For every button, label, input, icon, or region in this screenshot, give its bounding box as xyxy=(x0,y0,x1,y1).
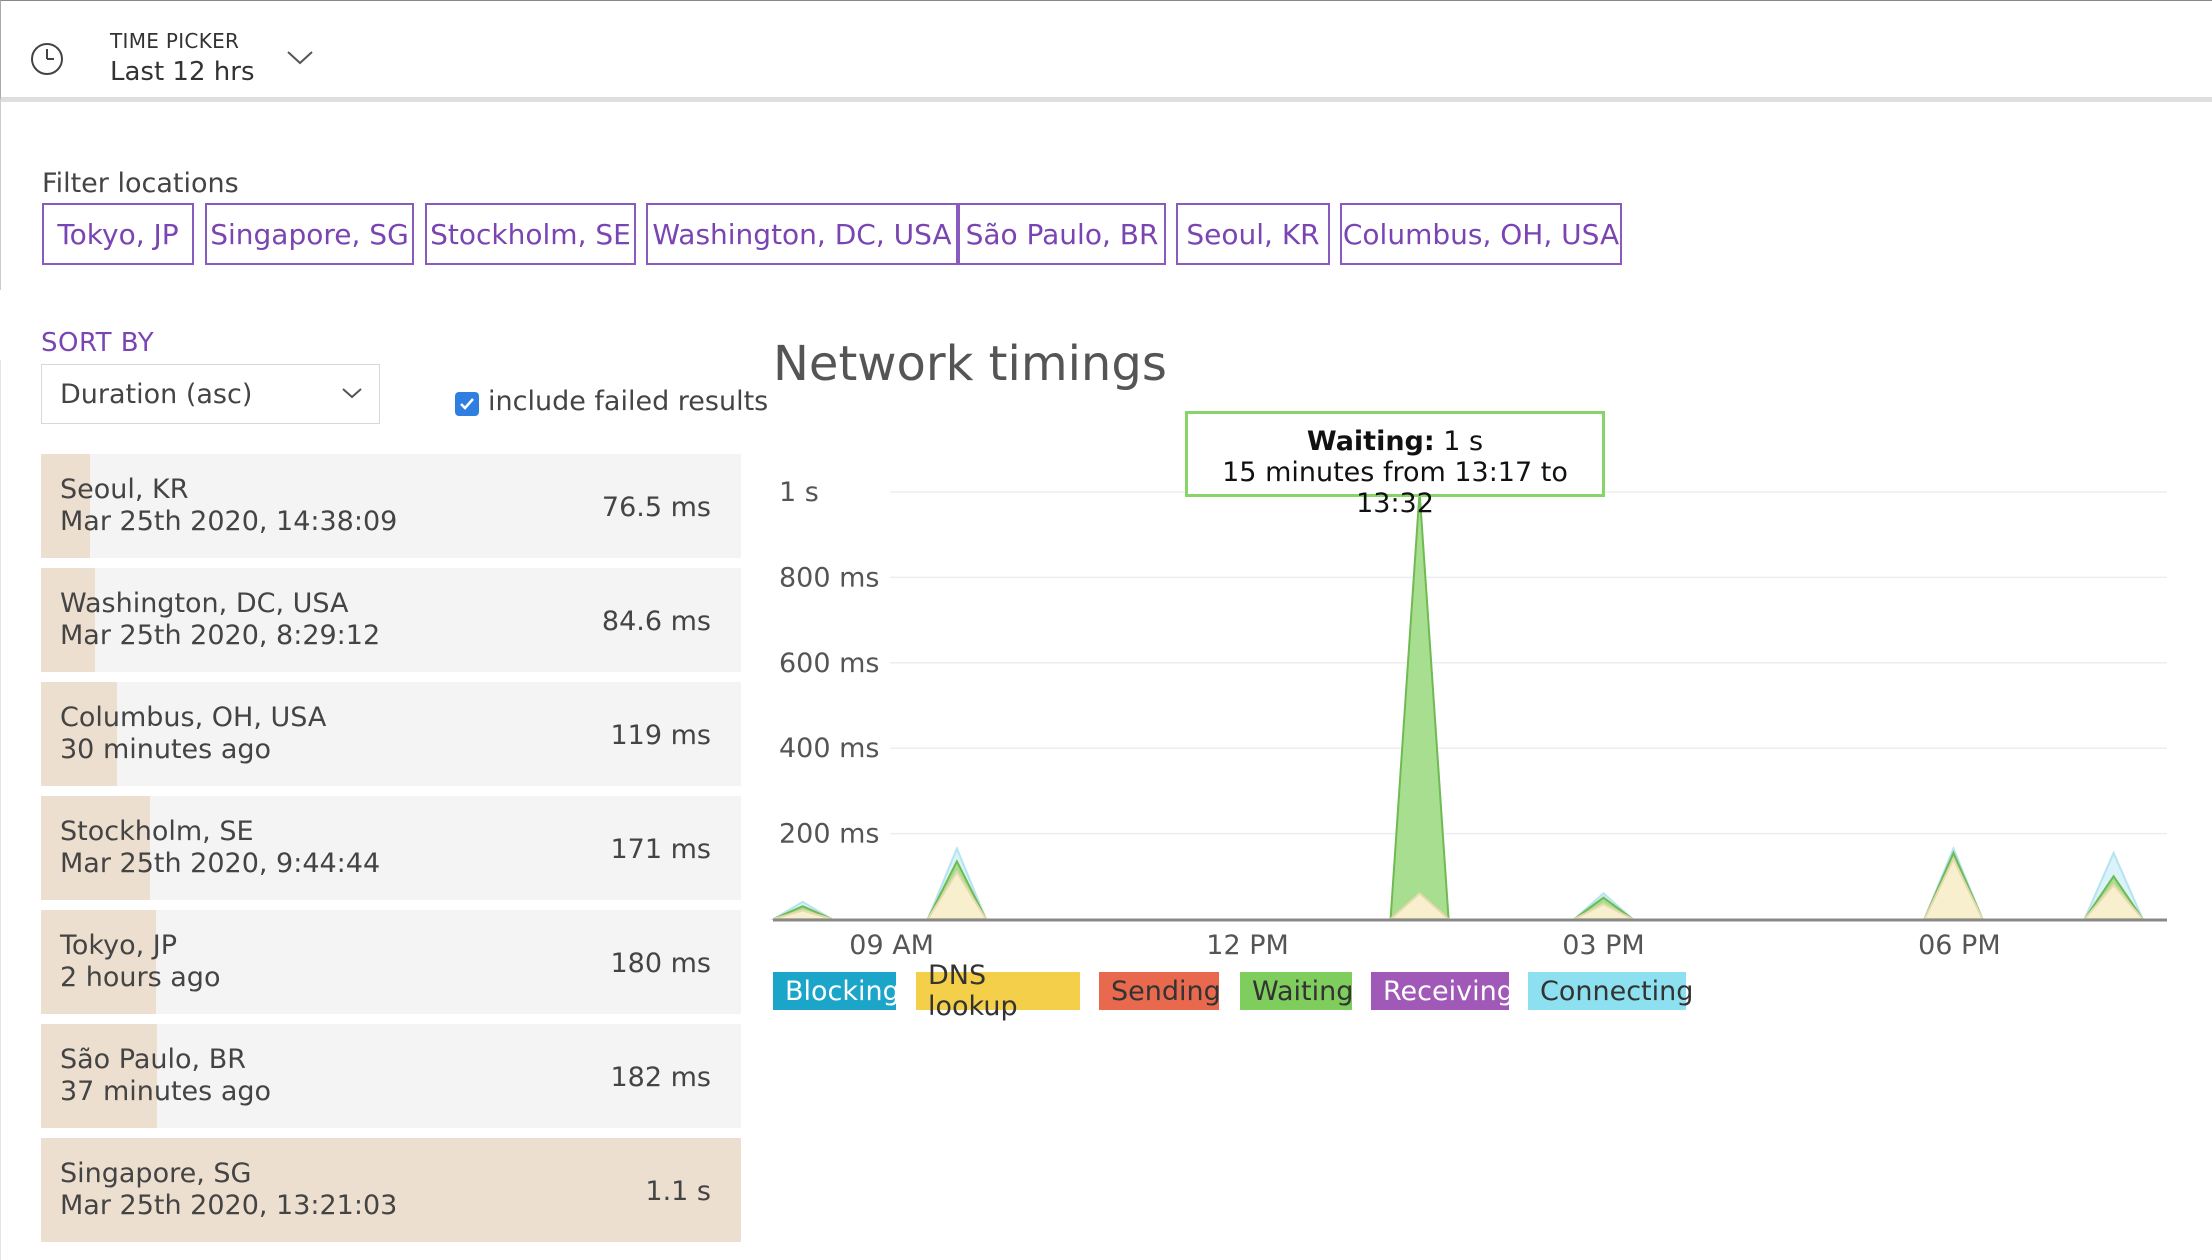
result-row[interactable]: São Paulo, BR 37 minutes ago 182 ms xyxy=(41,1024,741,1128)
result-time: Mar 25th 2020, 9:44:44 xyxy=(60,848,381,879)
sort-select-value: Duration (asc) xyxy=(60,378,253,410)
result-time: 2 hours ago xyxy=(60,962,221,993)
result-location: Washington, DC, USA xyxy=(60,588,349,619)
result-row[interactable]: Tokyo, JP 2 hours ago 180 ms xyxy=(41,910,741,1014)
chart-tooltip: Waiting: 1 s 15 minutes from 13:17 to 13… xyxy=(1185,411,1605,519)
location-chip-seoul[interactable]: Seoul, KR xyxy=(1176,203,1330,265)
result-time: Mar 25th 2020, 14:38:09 xyxy=(60,506,398,537)
network-timings-chart: 200 ms 400 ms 600 ms 800 ms 1 s 09 AM 12 PM 03 … xyxy=(769,477,2167,961)
legend-sending[interactable]: Sending xyxy=(1099,972,1221,1010)
time-picker-value[interactable]: Last 12 hrs xyxy=(110,57,255,87)
filter-locations: Filter locations Tokyo, JP Singapore, SG… xyxy=(0,102,2212,290)
filter-title: Filter locations xyxy=(42,168,239,199)
series-waiting-peak[interactable] xyxy=(1389,491,1450,920)
location-chip-stockholm[interactable]: Stockholm, SE xyxy=(425,203,636,265)
duration-bar xyxy=(41,1024,157,1128)
location-chip-washington[interactable]: Washington, DC, USA xyxy=(646,203,958,265)
include-failed-label[interactable]: include failed results xyxy=(488,386,769,417)
result-time: Mar 25th 2020, 8:29:12 xyxy=(60,620,381,651)
duration-bar xyxy=(41,796,150,900)
x-tick-label: 12 PM xyxy=(1206,930,1289,961)
result-location: São Paulo, BR xyxy=(60,1044,246,1075)
sort-select[interactable]: Duration (asc) xyxy=(41,364,380,424)
duration-bar xyxy=(41,682,117,786)
result-row[interactable]: Seoul, KR Mar 25th 2020, 14:38:09 76.5 ms xyxy=(41,454,741,558)
duration-bar xyxy=(41,1138,741,1242)
y-tick-label: 1 s xyxy=(779,477,819,508)
result-duration: 84.6 ms xyxy=(601,606,711,637)
series-dns-lookup-peak[interactable] xyxy=(1922,856,1985,920)
result-row[interactable]: Stockholm, SE Mar 25th 2020, 9:44:44 171 m… xyxy=(41,796,741,900)
result-duration: 1.1 s xyxy=(645,1176,711,1207)
legend-blocking[interactable]: Blocking xyxy=(773,972,900,1010)
x-tick-label: 06 PM xyxy=(1918,930,2001,961)
clock-icon xyxy=(31,43,63,75)
location-chip-tokyo[interactable]: Tokyo, JP xyxy=(42,203,194,265)
tooltip-series: Waiting: xyxy=(1306,426,1435,457)
tooltip-value: 1 s xyxy=(1443,426,1484,457)
duration-bar xyxy=(41,568,95,672)
checkmark-icon xyxy=(460,398,474,410)
chevron-down-icon xyxy=(342,388,362,399)
sort-by-label: SORT BY xyxy=(41,328,155,358)
location-chip-singapore[interactable]: Singapore, SG xyxy=(205,203,414,265)
legend-waiting[interactable]: Waiting xyxy=(1240,972,1353,1010)
result-row[interactable]: Washington, DC, USA Mar 25th 2020, 8:29:1… xyxy=(41,568,741,672)
result-duration: 180 ms xyxy=(610,948,712,979)
tooltip-range: 15 minutes from 13:17 to 13:32 xyxy=(1222,457,1568,519)
result-location: Tokyo, JP xyxy=(60,930,178,961)
y-tick-label: 600 ms xyxy=(779,648,880,679)
y-tick-label: 400 ms xyxy=(779,733,880,764)
time-picker-label: TIME PICKER xyxy=(110,29,240,53)
result-row[interactable]: Singapore, SG Mar 25th 2020, 13:21:03 1.1 … xyxy=(41,1138,741,1242)
result-time: 37 minutes ago xyxy=(60,1076,272,1107)
result-duration: 182 ms xyxy=(610,1062,712,1093)
y-tick-label: 800 ms xyxy=(779,562,880,593)
time-picker-bar[interactable]: TIME PICKER Last 12 hrs xyxy=(0,0,2212,102)
result-time: Mar 25th 2020, 13:21:03 xyxy=(60,1190,398,1221)
location-chip-columbus[interactable]: Columbus, OH, USA xyxy=(1340,203,1622,265)
legend-connecting[interactable]: Connecting xyxy=(1528,972,1693,1010)
x-tick-label: 09 AM xyxy=(849,930,934,961)
legend-dns-lookup[interactable]: DNS lookup xyxy=(916,960,1080,1022)
duration-bar xyxy=(41,910,156,1014)
result-duration: 119 ms xyxy=(610,720,712,751)
chevron-down-icon[interactable] xyxy=(285,47,315,67)
chart-title: Network timings xyxy=(773,336,1167,392)
x-tick-label: 03 PM xyxy=(1562,930,1645,961)
legend-receiving[interactable]: Receiving xyxy=(1371,972,1514,1010)
result-location: Singapore, SG xyxy=(60,1158,252,1189)
result-time: 30 minutes ago xyxy=(60,734,272,765)
divider xyxy=(0,360,1,1260)
result-location: Stockholm, SE xyxy=(60,816,254,847)
duration-bar xyxy=(41,454,90,558)
result-duration: 171 ms xyxy=(610,834,712,865)
include-failed-checkbox[interactable] xyxy=(455,392,479,416)
result-row[interactable]: Columbus, OH, USA 30 minutes ago 119 ms xyxy=(41,682,741,786)
result-location: Seoul, KR xyxy=(60,474,189,505)
y-tick-label: 200 ms xyxy=(779,819,880,850)
result-duration: 76.5 ms xyxy=(601,492,711,523)
result-location: Columbus, OH, USA xyxy=(60,702,327,733)
location-chip-sao-paulo[interactable]: São Paulo, BR xyxy=(958,203,1166,265)
